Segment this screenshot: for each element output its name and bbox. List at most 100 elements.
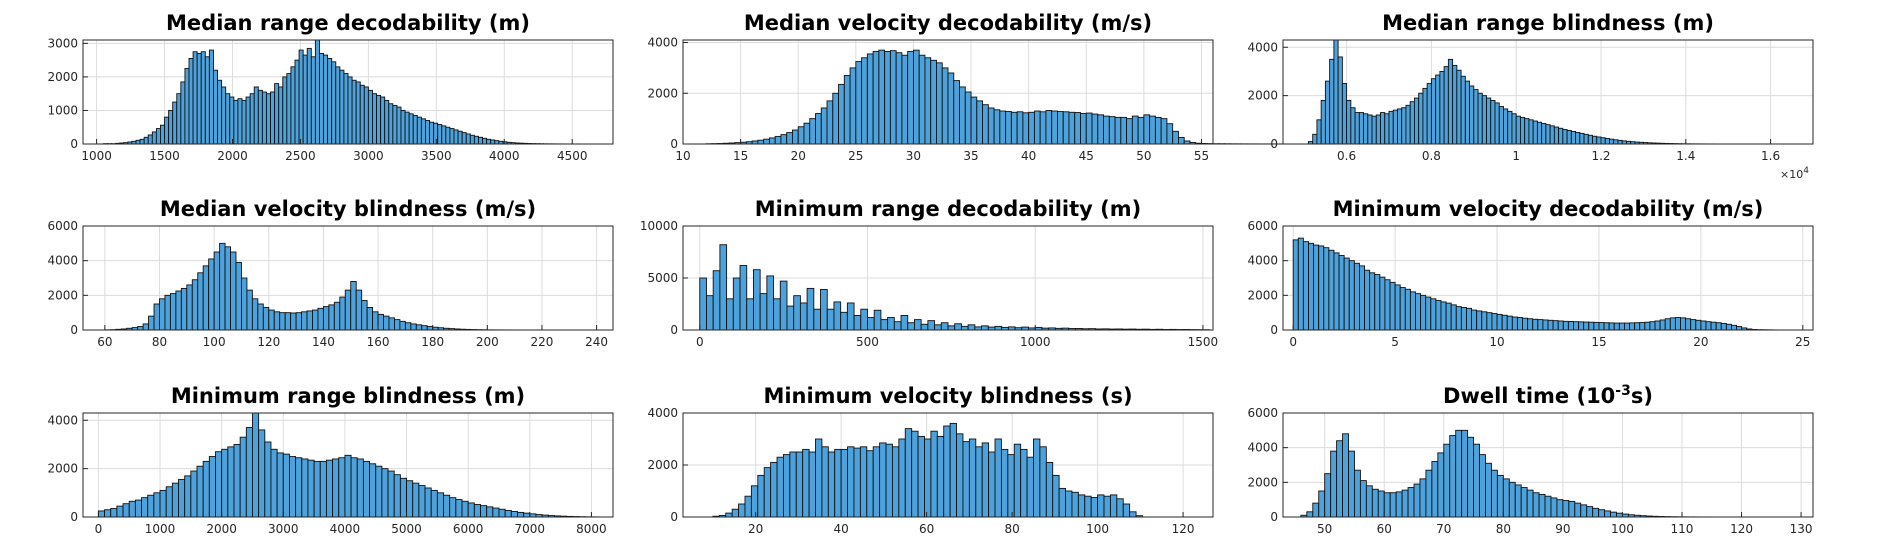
histogram-bar bbox=[1473, 443, 1480, 518]
histogram-bar bbox=[350, 281, 357, 331]
histogram-bar bbox=[221, 86, 227, 145]
histogram-bar bbox=[504, 510, 512, 518]
histogram-bar bbox=[725, 512, 733, 518]
histogram-bar bbox=[298, 49, 304, 145]
histogram-bar bbox=[930, 430, 938, 518]
histogram-bar bbox=[322, 306, 330, 331]
histogram-bar bbox=[1588, 321, 1595, 331]
histogram-bar bbox=[412, 482, 420, 518]
histogram-bar bbox=[1715, 322, 1722, 331]
y-tick-label: 2000 bbox=[647, 86, 678, 100]
histogram-bar bbox=[1575, 131, 1581, 145]
histogram-bar bbox=[1437, 452, 1445, 518]
histogram-bar bbox=[406, 480, 414, 518]
histogram-bar bbox=[1515, 115, 1521, 145]
histogram-bar bbox=[1587, 134, 1593, 145]
histogram-bar bbox=[1556, 499, 1564, 518]
histogram-bar bbox=[786, 132, 793, 145]
histogram-bar bbox=[763, 467, 772, 518]
histogram-bar bbox=[1330, 450, 1338, 518]
histogram-bar bbox=[196, 52, 202, 145]
histogram-bar bbox=[912, 49, 920, 145]
histogram-bar bbox=[128, 500, 136, 518]
histogram-panel-3: 0.6 0.8 1 1.2 1.4 1.6 0 2000 4000 ×104 Median rang… bbox=[1247, 11, 1814, 181]
histogram-bar bbox=[1528, 119, 1534, 145]
histogram-bar bbox=[1649, 321, 1656, 331]
histogram-bar bbox=[245, 427, 253, 518]
histogram-bar bbox=[155, 128, 161, 145]
x-tick-label: 15 bbox=[733, 149, 748, 163]
x-tick-label: 130 bbox=[1790, 522, 1813, 536]
histogram-bar bbox=[366, 307, 374, 331]
histogram-bar bbox=[930, 59, 937, 145]
histogram-bar bbox=[142, 323, 150, 331]
histogram-bar bbox=[266, 93, 271, 145]
histogram-bar bbox=[424, 487, 432, 518]
histogram-bar bbox=[1486, 97, 1492, 145]
histogram-bar bbox=[169, 293, 177, 331]
histogram-bar bbox=[213, 69, 218, 145]
x-tick-label: 45 bbox=[1079, 149, 1094, 163]
histogram-bar bbox=[323, 54, 329, 145]
histogram-bar bbox=[820, 288, 828, 331]
histogram-bar bbox=[1154, 116, 1162, 145]
histogram-bar bbox=[1353, 262, 1360, 331]
histogram-bar bbox=[178, 479, 186, 518]
histogram-bar bbox=[1131, 115, 1139, 145]
histogram-bar bbox=[190, 470, 198, 518]
histogram-bar bbox=[1471, 309, 1478, 331]
histogram-bar bbox=[122, 503, 130, 518]
histogram-bar bbox=[964, 91, 972, 145]
histogram-bar bbox=[1328, 249, 1335, 331]
histogram-bar bbox=[1532, 492, 1540, 518]
histogram-bar bbox=[1526, 489, 1534, 518]
histogram-bar bbox=[141, 497, 149, 518]
histogram-bar bbox=[164, 294, 171, 331]
histogram-bar bbox=[290, 312, 297, 331]
histogram-bar bbox=[759, 293, 768, 331]
histogram-bar bbox=[1485, 462, 1492, 518]
histogram-bar bbox=[766, 275, 775, 331]
histogram-bar bbox=[1654, 320, 1661, 331]
histogram-bars bbox=[102, 39, 598, 145]
histogram-bar bbox=[1116, 498, 1124, 518]
x-tick-label: 1.4 bbox=[1676, 149, 1695, 163]
histogram-bar bbox=[1166, 123, 1174, 145]
histogram-bar bbox=[387, 470, 395, 518]
histogram-bar bbox=[981, 442, 990, 518]
y-tick-label: 6000 bbox=[1247, 406, 1278, 420]
histogram-bar bbox=[872, 50, 880, 145]
y-tick-label: 4000 bbox=[647, 406, 678, 420]
histogram-bar bbox=[270, 91, 276, 145]
histogram-bar bbox=[1486, 312, 1493, 331]
histogram-bar bbox=[1367, 114, 1373, 145]
histogram-bar bbox=[332, 458, 340, 518]
histogram-bar bbox=[282, 76, 288, 145]
histogram-bar bbox=[936, 435, 945, 518]
histogram-bar bbox=[310, 56, 316, 145]
x-tick-label: 20 bbox=[748, 522, 763, 536]
histogram-bars bbox=[97, 412, 599, 518]
histogram-bar bbox=[251, 298, 259, 331]
histogram-bar bbox=[1389, 281, 1396, 331]
histogram-bar bbox=[306, 310, 313, 331]
histogram-bar bbox=[947, 72, 955, 145]
histogram-bars bbox=[1307, 39, 1767, 145]
histogram-bar bbox=[861, 57, 868, 145]
x-tick-label: 1000 bbox=[1020, 335, 1051, 349]
histogram-bar bbox=[375, 465, 383, 518]
histogram-bar bbox=[1680, 317, 1687, 331]
histogram-bar bbox=[381, 468, 389, 518]
histogram-bar bbox=[1177, 136, 1185, 145]
histogram-bar bbox=[494, 140, 500, 145]
histogram-bar bbox=[732, 277, 741, 331]
histogram-bar bbox=[1377, 490, 1385, 518]
histogram-bar bbox=[208, 49, 214, 145]
histogram-bar bbox=[482, 137, 488, 145]
histogram-bar bbox=[249, 93, 255, 145]
x-tick-label: 0.6 bbox=[1337, 149, 1356, 163]
histogram-bar bbox=[1324, 80, 1331, 145]
histogram-bar bbox=[907, 322, 915, 331]
axes-box bbox=[682, 39, 1214, 145]
histogram-bar bbox=[257, 89, 263, 145]
